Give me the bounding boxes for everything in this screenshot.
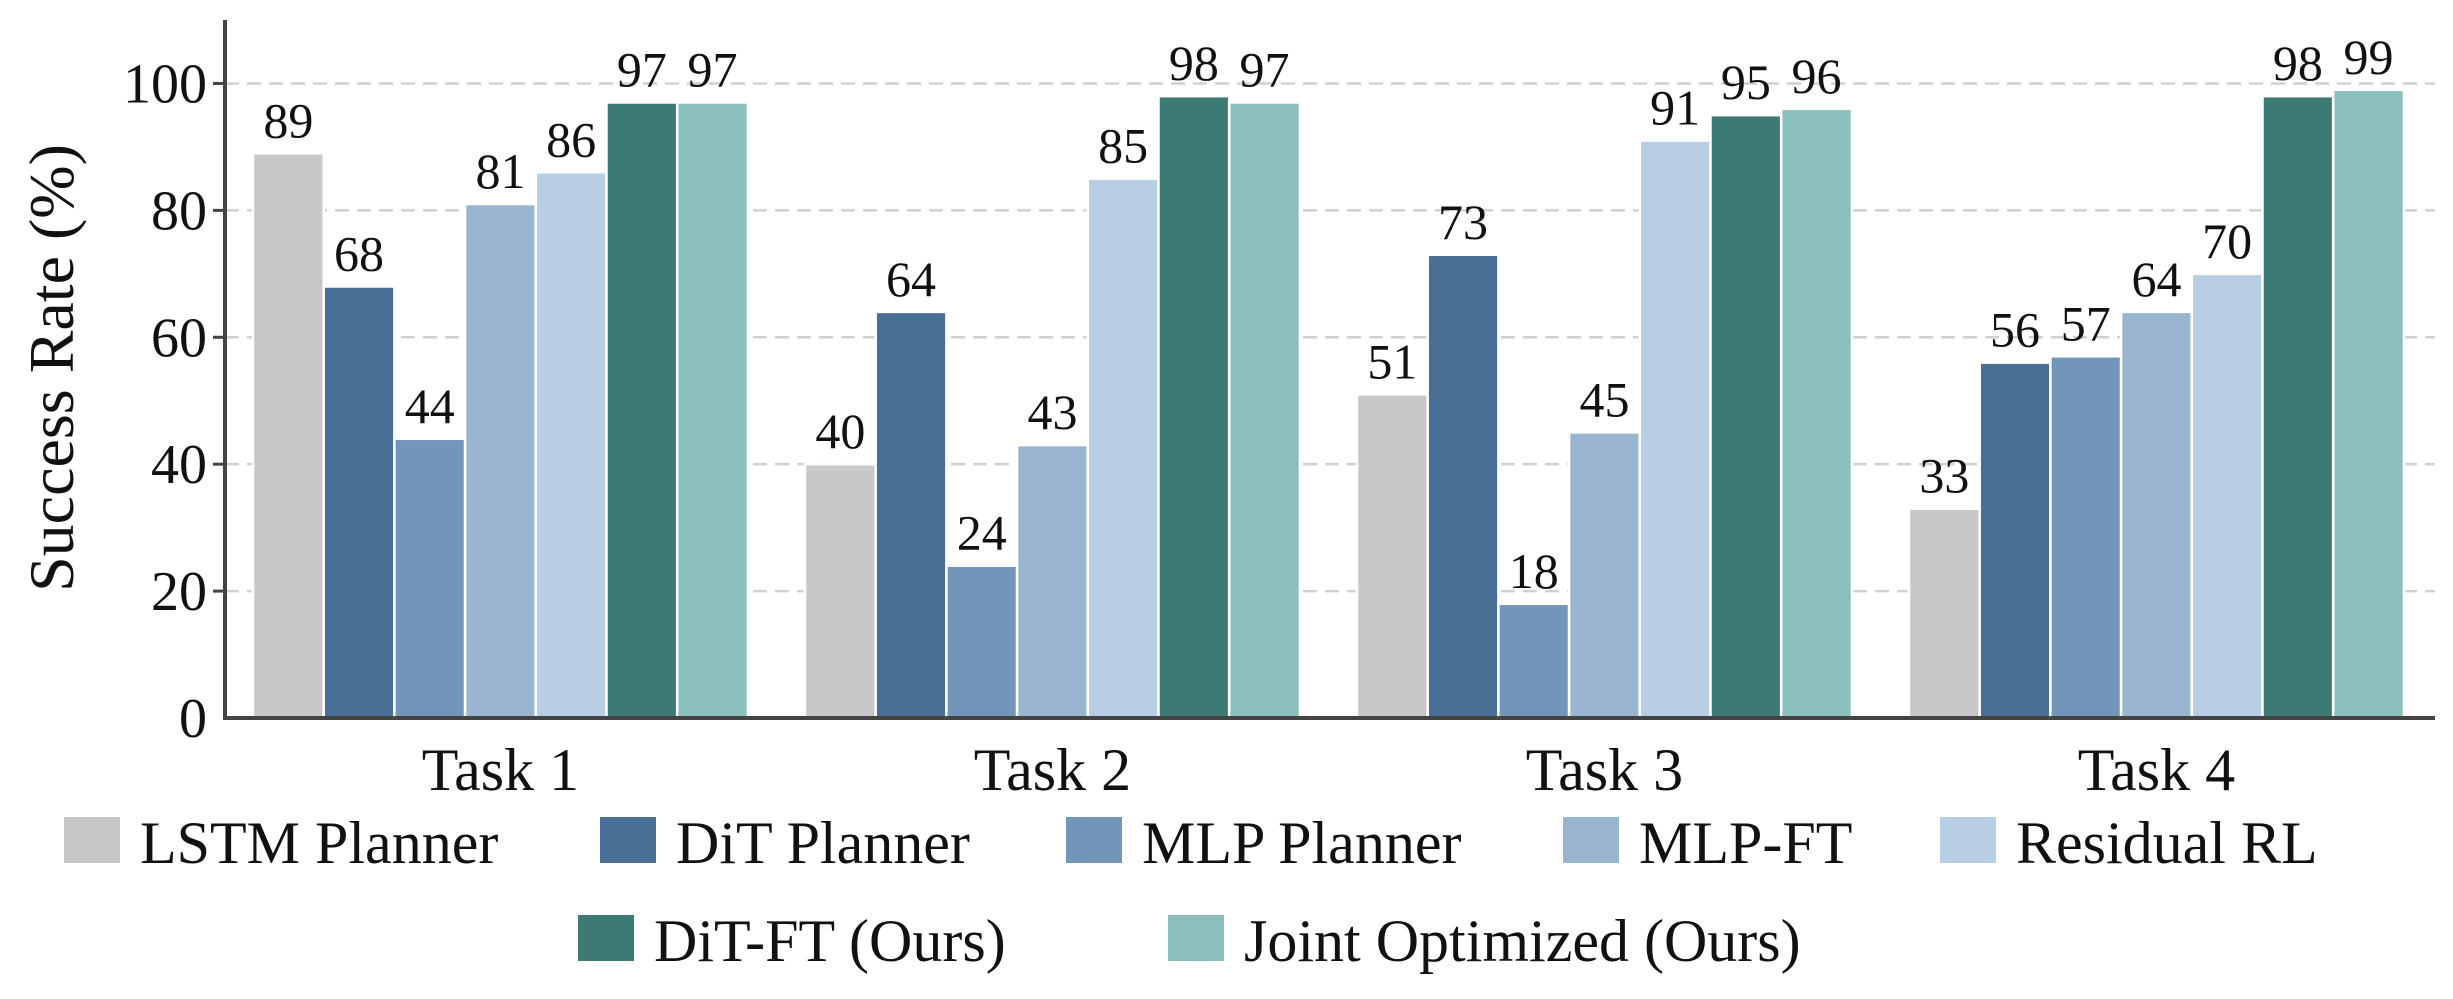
- bar-value-label: 24: [957, 505, 1007, 561]
- bar: [874, 310, 948, 720]
- bar: [1157, 94, 1231, 720]
- y-tick-label: 80: [151, 180, 207, 242]
- bar: [1086, 177, 1160, 720]
- x-tick-labels: Task 1 Task 2 Task 3 Task 4: [422, 737, 2235, 803]
- bar: [1426, 253, 1500, 720]
- legend-swatch: [578, 915, 634, 961]
- bar-value-label: 85: [1098, 118, 1148, 174]
- bar: [534, 171, 608, 720]
- bars: [251, 88, 2406, 720]
- bar-value-label: 97: [1240, 41, 1290, 97]
- legend-label: Joint Optimized (Ours): [1244, 908, 1801, 974]
- bar-value-label: 18: [1509, 543, 1559, 599]
- bar: [2119, 310, 2194, 720]
- bar: [1709, 113, 1783, 720]
- bar-value-label: 51: [1367, 333, 1417, 389]
- legend-item: LSTM Planner: [64, 810, 498, 876]
- bar: [1015, 443, 1090, 720]
- bar-value-label: 33: [1919, 448, 1969, 504]
- bar-value-label: 91: [1650, 80, 1700, 136]
- bar-value-label: 57: [2061, 295, 2111, 351]
- bar-value-label: 81: [475, 143, 525, 199]
- x-tick-label: Task 1: [422, 737, 579, 803]
- bar-value-label: 44: [405, 378, 455, 434]
- x-tick-label: Task 4: [2078, 737, 2235, 803]
- legend-item: Joint Optimized (Ours): [1168, 908, 1801, 974]
- legend-item: MLP Planner: [1066, 810, 1461, 876]
- legend-swatch: [1168, 915, 1224, 961]
- bar-value-label: 56: [1990, 302, 2040, 358]
- bar-value-label: 43: [1027, 384, 1077, 440]
- bar-value-label: 99: [2344, 29, 2394, 85]
- legend-swatch: [64, 817, 120, 863]
- legend-label: LSTM Planner: [140, 810, 498, 876]
- bar-value-label: 95: [1721, 54, 1771, 110]
- bar-value-label: 98: [1169, 35, 1219, 91]
- legend-swatch: [1066, 817, 1122, 863]
- y-axis-label: Success Rate (%): [16, 144, 87, 592]
- bar-value-label: 73: [1438, 194, 1488, 250]
- x-tick-label: Task 2: [974, 737, 1131, 803]
- y-tick-label: 100: [123, 53, 207, 115]
- bar: [1567, 431, 1642, 720]
- bar: [803, 462, 877, 720]
- bar: [2190, 272, 2264, 720]
- legend-swatch: [600, 817, 656, 863]
- legend-item: DiT-FT (Ours): [578, 908, 1006, 974]
- bar-value-label: 86: [546, 111, 596, 167]
- axes: [223, 20, 2435, 720]
- bar: [1779, 107, 1854, 720]
- bar: [1227, 101, 1302, 720]
- bar-value-label: 97: [617, 41, 667, 97]
- bar: [2261, 94, 2335, 720]
- bar-value-label: 97: [688, 41, 738, 97]
- y-tick-label: 60: [151, 307, 207, 369]
- legend-item: MLP-FT: [1563, 810, 1852, 876]
- bar: [1355, 393, 1429, 720]
- bar: [1497, 602, 1571, 720]
- bar: [2049, 355, 2123, 720]
- legend: LSTM Planner DiT Planner MLP Planner MLP-FT…: [64, 810, 2318, 974]
- legend-item: DiT Planner: [600, 810, 970, 876]
- legend-item: Residual RL: [1940, 810, 2318, 876]
- y-tick-labels: 0 20 40 60 80 100: [123, 53, 207, 750]
- bar: [1978, 361, 2052, 720]
- y-tick-label: 40: [151, 434, 207, 496]
- bar-value-label: 45: [1579, 371, 1629, 427]
- bar-value-label: 64: [886, 251, 936, 307]
- bar: [393, 437, 467, 720]
- bar-value-label: 98: [2273, 35, 2323, 91]
- data-labels: 89 68 44 81 86 97 97 40 64 24 43 85 98 97 51 73 18 45 91 95…: [263, 29, 2393, 599]
- bar: [945, 564, 1019, 720]
- legend-swatch: [1940, 817, 1996, 863]
- y-tick-label: 20: [151, 561, 207, 623]
- bar-value-label: 40: [815, 403, 865, 459]
- bar-value-label: 89: [263, 92, 313, 148]
- bar-value-label: 96: [1792, 48, 1842, 104]
- bar: [463, 202, 538, 720]
- bar: [322, 285, 396, 720]
- bar: [675, 101, 750, 720]
- bar: [1907, 507, 1981, 720]
- legend-label: MLP-FT: [1639, 810, 1852, 876]
- legend-label: MLP Planner: [1142, 810, 1461, 876]
- bar: [2331, 88, 2406, 720]
- y-tick-label: 0: [179, 688, 207, 750]
- legend-swatch: [1563, 817, 1619, 863]
- legend-label: DiT Planner: [676, 810, 970, 876]
- bar-value-label: 64: [2131, 251, 2181, 307]
- bar-value-label: 68: [334, 226, 384, 282]
- legend-label: DiT-FT (Ours): [654, 908, 1006, 974]
- bar: [1638, 139, 1712, 720]
- legend-label: Residual RL: [2016, 810, 2318, 876]
- bar: [251, 152, 325, 720]
- bar: [605, 101, 679, 720]
- bar-value-label: 70: [2202, 213, 2252, 269]
- x-tick-label: Task 3: [1526, 737, 1683, 803]
